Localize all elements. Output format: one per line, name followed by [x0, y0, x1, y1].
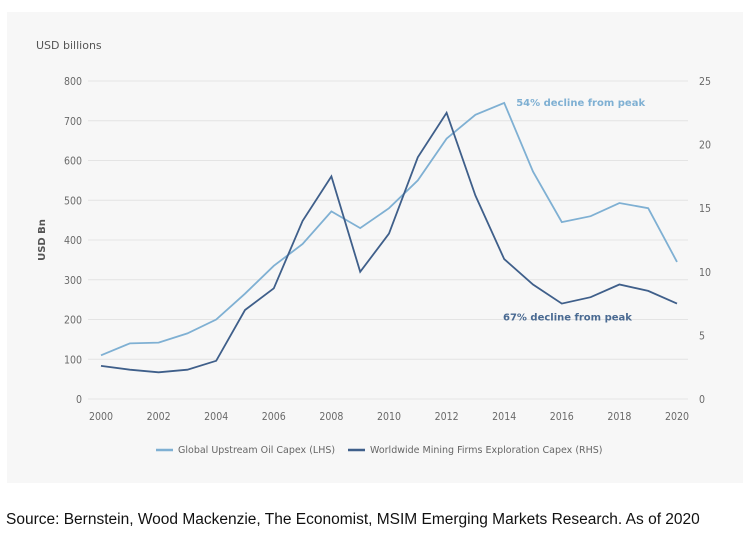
left-tick-label: 600 — [64, 156, 82, 168]
left-tick-label: 800 — [64, 76, 82, 88]
series-line-oil-capex — [100, 101, 678, 357]
left-axis-ticks: 0 100 200 300 400 500 600 700 800 — [64, 76, 82, 406]
left-tick-label: 400 — [64, 235, 82, 247]
annotation-mining-decline: 67% decline from peak — [503, 313, 632, 324]
x-tick-label: 2004 — [204, 411, 228, 423]
left-tick-label: 0 — [76, 394, 82, 406]
legend-label-oil: Global Upstream Oil Capex (LHS) — [178, 445, 335, 456]
x-tick-label: 2002 — [147, 411, 171, 423]
right-tick-label: 5 — [699, 330, 705, 342]
left-tick-label: 200 — [64, 315, 82, 327]
x-tick-label: 2018 — [607, 411, 631, 423]
annotation-oil-decline: 54% decline from peak — [516, 98, 645, 109]
right-tick-label: 15 — [699, 203, 711, 215]
series-lines — [100, 101, 678, 374]
y-axis-label: USD Bn — [37, 219, 48, 261]
x-tick-label: 2010 — [377, 411, 401, 423]
right-tick-label: 10 — [699, 267, 711, 279]
x-tick-label: 2012 — [435, 411, 459, 423]
x-tick-label: 2016 — [550, 411, 574, 423]
gridlines — [88, 80, 688, 400]
x-tick-label: 2014 — [492, 411, 516, 423]
x-tick-label: 2020 — [665, 411, 689, 423]
right-axis-ticks: 0 5 10 15 20 25 — [699, 76, 711, 406]
right-tick-label: 0 — [699, 394, 705, 406]
unit-label: USD billions — [36, 39, 102, 52]
annotations: 54% decline from peak 67% decline from pe… — [503, 98, 645, 324]
legend: Global Upstream Oil Capex (LHS) Worldwid… — [156, 445, 603, 456]
x-tick-label: 2000 — [89, 411, 113, 423]
left-tick-label: 700 — [64, 116, 82, 128]
source-note: Source: Bernstein, Wood Mackenzie, The E… — [6, 511, 700, 528]
x-axis-ticks: 2000 2002 2004 2006 2008 2010 2012 2014 2016 2018… — [89, 411, 689, 423]
legend-label-mining: Worldwide Mining Firms Exploration Capex… — [370, 445, 603, 456]
x-tick-label: 2006 — [262, 411, 286, 423]
series-line-mining-capex — [100, 110, 678, 374]
right-tick-label: 20 — [699, 140, 711, 152]
right-tick-label: 25 — [699, 76, 711, 88]
x-tick-label: 2008 — [319, 411, 343, 423]
left-tick-label: 300 — [64, 275, 82, 287]
chart-panel — [7, 12, 743, 483]
left-tick-label: 100 — [64, 354, 82, 366]
left-tick-label: 500 — [64, 195, 82, 207]
